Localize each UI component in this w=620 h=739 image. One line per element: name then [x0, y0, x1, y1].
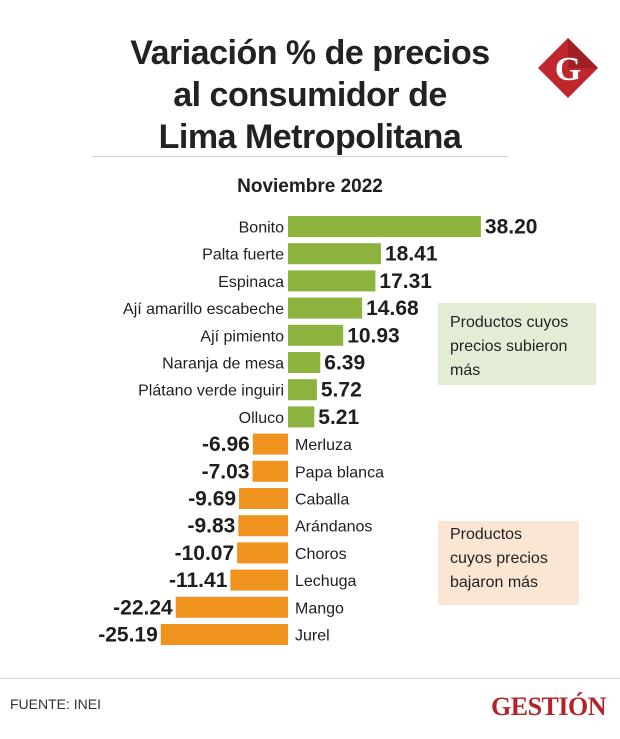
bar	[288, 270, 376, 292]
title-divider	[92, 156, 508, 157]
value-label: 5.72	[321, 379, 362, 402]
legend-note-increase: Productos cuyos precios subieron más	[438, 303, 596, 385]
value-label: -22.24	[113, 596, 173, 619]
bar	[238, 515, 288, 537]
category-label: Choros	[295, 546, 347, 563]
bar	[288, 324, 344, 346]
value-label: 10.93	[347, 324, 400, 347]
bar	[288, 379, 317, 401]
bar	[288, 297, 363, 319]
category-label: Caballa	[295, 492, 349, 509]
value-label: 6.39	[324, 352, 365, 375]
category-label: Jurel	[295, 628, 330, 645]
bar	[237, 542, 288, 564]
category-label: Ají amarillo escabeche	[123, 301, 284, 318]
note-down-line: cuyos precios	[450, 550, 548, 567]
bar	[175, 596, 288, 618]
title-line-1: Variación % de precios	[130, 34, 490, 72]
note-up-line: más	[450, 362, 481, 379]
category-label: Naranja de mesa	[162, 356, 284, 373]
value-label: -25.19	[98, 624, 158, 647]
bar	[252, 433, 288, 455]
value-label: 17.31	[379, 270, 432, 293]
category-label: Papa blanca	[295, 464, 384, 481]
category-label: Merluza	[295, 437, 352, 454]
footer-divider	[0, 678, 620, 679]
category-label: Ají pimiento	[200, 328, 284, 345]
note-up-line: precios subieron	[450, 338, 568, 355]
category-label: Olluco	[239, 410, 284, 427]
bar	[288, 406, 315, 428]
legend-note-decrease: Productos cuyos precios bajaron más	[438, 521, 579, 605]
value-label: -6.96	[202, 433, 250, 456]
value-label: -11.41	[169, 569, 228, 592]
title-line-2: al consumidor de	[173, 76, 447, 114]
chart-subtitle: Noviembre 2022	[237, 176, 383, 197]
value-label: -7.03	[202, 460, 250, 483]
bar	[239, 488, 288, 509]
value-label: -10.07	[175, 542, 235, 565]
category-label: Bonito	[239, 220, 284, 237]
bar	[288, 216, 481, 237]
category-label: Lechuga	[295, 573, 356, 590]
chart-title: Variación % de precios al consumidor de …	[60, 32, 560, 158]
category-label: Mango	[295, 600, 344, 617]
bar	[160, 624, 288, 645]
note-down-line: bajaron más	[450, 574, 539, 591]
value-label: 5.21	[318, 406, 359, 429]
logo-letter: G	[555, 51, 581, 88]
note-up-line: Productos cuyos	[450, 314, 569, 331]
title-line-3: Lima Metropolitana	[158, 118, 462, 156]
value-label: 38.20	[485, 216, 538, 239]
category-label: Palta fuerte	[202, 247, 284, 264]
gestion-logo-icon: G	[538, 38, 598, 98]
value-label: -9.83	[187, 515, 235, 538]
bar	[230, 569, 288, 591]
source-note: FUENTE: INEI	[10, 696, 102, 712]
bar	[252, 460, 288, 482]
note-down-line: Productos	[450, 526, 523, 543]
category-label: Espinaca	[218, 274, 284, 291]
category-label: Arándanos	[295, 519, 372, 536]
bar	[288, 352, 321, 373]
brand-wordmark: GESTIÓN	[491, 692, 607, 721]
value-label: -9.69	[188, 488, 236, 511]
value-label: 14.68	[366, 297, 419, 320]
category-label: Plátano verde inguiri	[138, 383, 284, 400]
value-label: 18.41	[385, 243, 438, 266]
bar	[288, 243, 381, 265]
